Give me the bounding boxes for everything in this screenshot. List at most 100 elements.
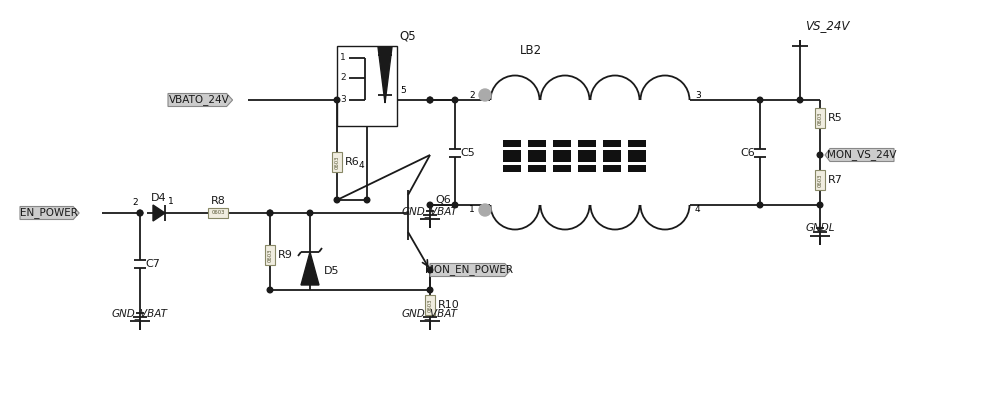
Text: Q6: Q6 <box>435 195 451 205</box>
FancyBboxPatch shape <box>332 152 342 172</box>
Polygon shape <box>168 93 233 106</box>
Circle shape <box>137 210 143 216</box>
FancyBboxPatch shape <box>603 150 621 156</box>
Circle shape <box>364 197 370 203</box>
Text: EN_POWER: EN_POWER <box>20 208 78 218</box>
Polygon shape <box>378 47 392 103</box>
Circle shape <box>334 197 340 203</box>
Circle shape <box>817 152 823 158</box>
Circle shape <box>797 97 803 103</box>
Text: C7: C7 <box>145 259 160 269</box>
Polygon shape <box>301 252 319 285</box>
Text: 0603: 0603 <box>268 248 272 262</box>
Circle shape <box>757 97 763 103</box>
Text: 0603: 0603 <box>818 111 822 125</box>
FancyBboxPatch shape <box>265 245 275 265</box>
Text: GND_VBAT: GND_VBAT <box>112 308 168 319</box>
Text: 1: 1 <box>340 54 346 62</box>
Circle shape <box>267 287 273 293</box>
Text: R6: R6 <box>345 157 360 167</box>
Text: 4: 4 <box>358 160 364 170</box>
Text: 0603: 0603 <box>818 173 822 187</box>
Text: 1: 1 <box>469 206 475 214</box>
Text: R9: R9 <box>278 250 293 260</box>
Text: R8: R8 <box>211 196 225 206</box>
FancyBboxPatch shape <box>553 154 571 162</box>
Circle shape <box>479 204 491 216</box>
Circle shape <box>267 210 273 216</box>
FancyBboxPatch shape <box>553 150 571 156</box>
Text: GNDL: GNDL <box>805 223 835 233</box>
Circle shape <box>479 89 491 101</box>
Circle shape <box>137 210 143 216</box>
Text: 2: 2 <box>132 198 138 207</box>
Text: Q5: Q5 <box>399 29 416 42</box>
FancyBboxPatch shape <box>528 139 546 147</box>
FancyBboxPatch shape <box>503 154 521 162</box>
FancyBboxPatch shape <box>628 139 646 147</box>
Polygon shape <box>430 264 511 276</box>
Circle shape <box>757 202 763 208</box>
FancyBboxPatch shape <box>503 164 521 172</box>
Text: 2: 2 <box>469 91 475 100</box>
Circle shape <box>334 97 340 103</box>
Circle shape <box>452 202 458 208</box>
Text: MON_EN_POWER: MON_EN_POWER <box>425 264 513 276</box>
Text: GND_VBAT: GND_VBAT <box>402 308 458 319</box>
Text: MON_VS_24V: MON_VS_24V <box>827 150 897 160</box>
FancyBboxPatch shape <box>528 164 546 172</box>
Text: 0603: 0603 <box>334 155 340 169</box>
FancyBboxPatch shape <box>628 154 646 162</box>
FancyBboxPatch shape <box>337 46 397 126</box>
Text: R10: R10 <box>438 300 460 310</box>
FancyBboxPatch shape <box>578 150 596 156</box>
FancyBboxPatch shape <box>815 108 825 128</box>
Circle shape <box>427 97 433 103</box>
Circle shape <box>817 202 823 208</box>
Text: R7: R7 <box>828 175 843 185</box>
Text: 3: 3 <box>340 96 346 104</box>
Text: 0603: 0603 <box>428 298 432 312</box>
Text: D5: D5 <box>324 266 340 276</box>
Circle shape <box>267 210 273 216</box>
FancyBboxPatch shape <box>578 164 596 172</box>
Text: LB2: LB2 <box>520 44 542 56</box>
FancyBboxPatch shape <box>528 150 546 156</box>
Polygon shape <box>20 206 79 220</box>
Polygon shape <box>825 148 894 162</box>
FancyBboxPatch shape <box>578 154 596 162</box>
Circle shape <box>427 97 433 103</box>
FancyBboxPatch shape <box>553 164 571 172</box>
Text: 3: 3 <box>695 91 701 100</box>
FancyBboxPatch shape <box>425 295 435 315</box>
Polygon shape <box>153 205 165 221</box>
Circle shape <box>427 287 433 293</box>
Text: VS_24V: VS_24V <box>805 19 849 32</box>
FancyBboxPatch shape <box>815 170 825 190</box>
FancyBboxPatch shape <box>578 139 596 147</box>
Text: 2: 2 <box>340 73 346 83</box>
FancyBboxPatch shape <box>503 139 521 147</box>
Text: R5: R5 <box>828 113 843 123</box>
Text: 0603: 0603 <box>211 210 225 216</box>
FancyBboxPatch shape <box>603 139 621 147</box>
Circle shape <box>427 202 433 208</box>
FancyBboxPatch shape <box>503 150 521 156</box>
Text: 1: 1 <box>168 197 174 206</box>
FancyBboxPatch shape <box>628 164 646 172</box>
Text: C6: C6 <box>740 147 755 158</box>
Text: 5: 5 <box>400 86 406 95</box>
Circle shape <box>307 210 313 216</box>
Text: GND_VBAT: GND_VBAT <box>402 206 458 217</box>
Text: D4: D4 <box>151 193 167 203</box>
Circle shape <box>427 267 433 273</box>
Text: VBATO_24V: VBATO_24V <box>169 95 230 106</box>
FancyBboxPatch shape <box>603 164 621 172</box>
FancyBboxPatch shape <box>553 139 571 147</box>
FancyBboxPatch shape <box>528 154 546 162</box>
Text: 4: 4 <box>695 206 701 214</box>
Text: C5: C5 <box>460 147 475 158</box>
FancyBboxPatch shape <box>208 208 228 218</box>
FancyBboxPatch shape <box>603 154 621 162</box>
Circle shape <box>452 97 458 103</box>
